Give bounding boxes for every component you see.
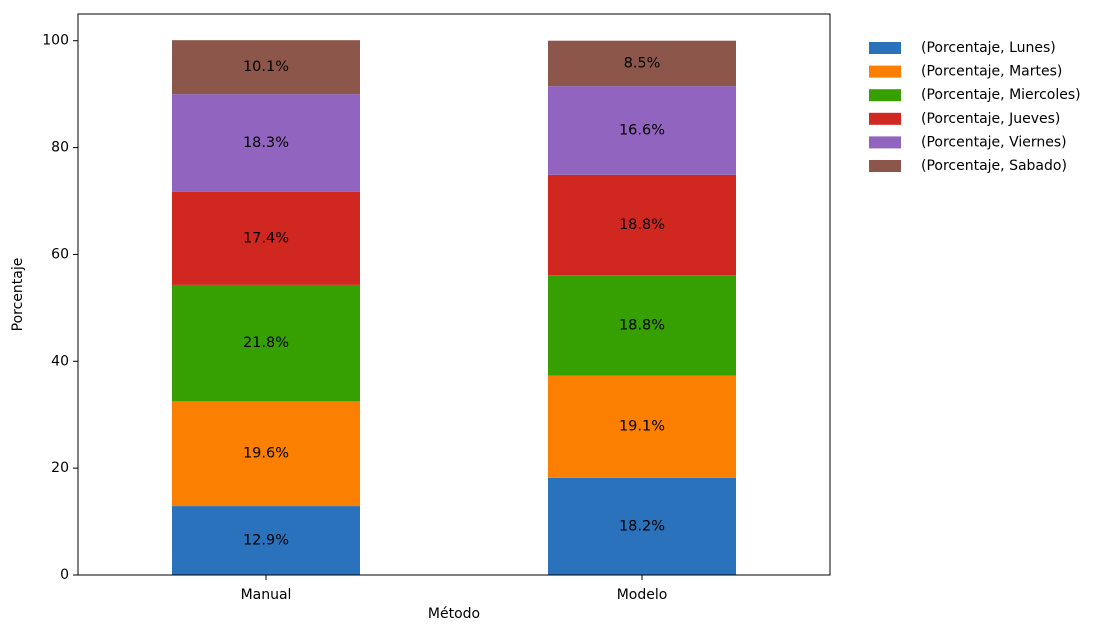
- x-axis-label: Método: [428, 606, 480, 622]
- bar-segment: [172, 40, 360, 95]
- bar-segment: [172, 506, 360, 575]
- x-tick-label: Modelo: [617, 587, 668, 603]
- bar-value-label: 19.1%: [619, 419, 665, 435]
- bar-segment: [172, 191, 360, 285]
- bar-value-label: 18.8%: [619, 217, 665, 233]
- y-tick-label: 40: [51, 353, 69, 369]
- plot-frame: [77, 13, 831, 576]
- bar-segment: [548, 477, 736, 575]
- y-axis-label: Porcentaje: [10, 258, 26, 332]
- bars-layer: [172, 40, 736, 575]
- bar-segment: [548, 174, 736, 276]
- legend-label: (Porcentaje, Sabado): [921, 158, 1067, 174]
- bar-value-label: 16.6%: [619, 122, 665, 138]
- bar-segment: [172, 284, 360, 402]
- bar-segment: [548, 86, 736, 175]
- legend-item: (Porcentaje, Martes): [869, 64, 1062, 80]
- bar-value-label: 18.8%: [619, 317, 665, 333]
- y-tick-label: 60: [51, 246, 69, 262]
- bar-labels-layer: 12.9% 19.6% 21.8% 17.4% 18.3% 10.1% 18.2% 19.1%…: [243, 55, 665, 548]
- legend-label: (Porcentaje, Jueves): [921, 111, 1060, 127]
- legend: (Porcentaje, Lunes) (Porcentaje, Martes) (…: [869, 40, 1081, 174]
- y-tick-label: 100: [42, 33, 69, 49]
- legend-item: (Porcentaje, Lunes): [869, 40, 1056, 56]
- legend-swatch: [869, 65, 901, 78]
- legend-swatch: [869, 89, 901, 102]
- legend-swatch: [869, 42, 901, 54]
- bar-value-label: 10.1%: [243, 59, 289, 75]
- y-tick-label: 0: [60, 567, 69, 583]
- bar-segment: [548, 275, 736, 376]
- bar-segment: [172, 401, 360, 507]
- bar-value-label: 17.4%: [243, 230, 289, 246]
- y-axis: 0 20 40 60 80 100: [42, 33, 78, 583]
- legend-swatch: [869, 160, 901, 172]
- x-tick-label: Manual: [241, 587, 292, 603]
- bar-segment: [548, 375, 736, 478]
- legend-label: (Porcentaje, Martes): [921, 64, 1062, 80]
- legend-swatch: [869, 136, 901, 149]
- legend-label: (Porcentaje, Lunes): [921, 40, 1056, 56]
- y-tick-label: 20: [51, 460, 69, 476]
- legend-label: (Porcentaje, Viernes): [921, 134, 1067, 150]
- y-tick-label: 80: [51, 140, 69, 156]
- bar-value-label: 18.3%: [243, 135, 289, 151]
- bar-value-label: 12.9%: [243, 533, 289, 549]
- legend-item: (Porcentaje, Sabado): [869, 158, 1067, 174]
- legend-item: (Porcentaje, Viernes): [869, 134, 1067, 150]
- bar-segment: [548, 40, 736, 87]
- legend-item: (Porcentaje, Miercoles): [869, 87, 1081, 103]
- legend-label: (Porcentaje, Miercoles): [921, 87, 1081, 103]
- bar-segment: [172, 94, 360, 192]
- bar-value-label: 8.5%: [624, 55, 661, 71]
- x-axis: Manual Modelo: [241, 575, 668, 603]
- legend-item: (Porcentaje, Jueves): [869, 111, 1060, 127]
- legend-swatch: [869, 112, 901, 125]
- bar-value-label: 21.8%: [243, 335, 289, 351]
- bar-value-label: 18.2%: [619, 518, 665, 534]
- bar-value-label: 19.6%: [243, 446, 289, 462]
